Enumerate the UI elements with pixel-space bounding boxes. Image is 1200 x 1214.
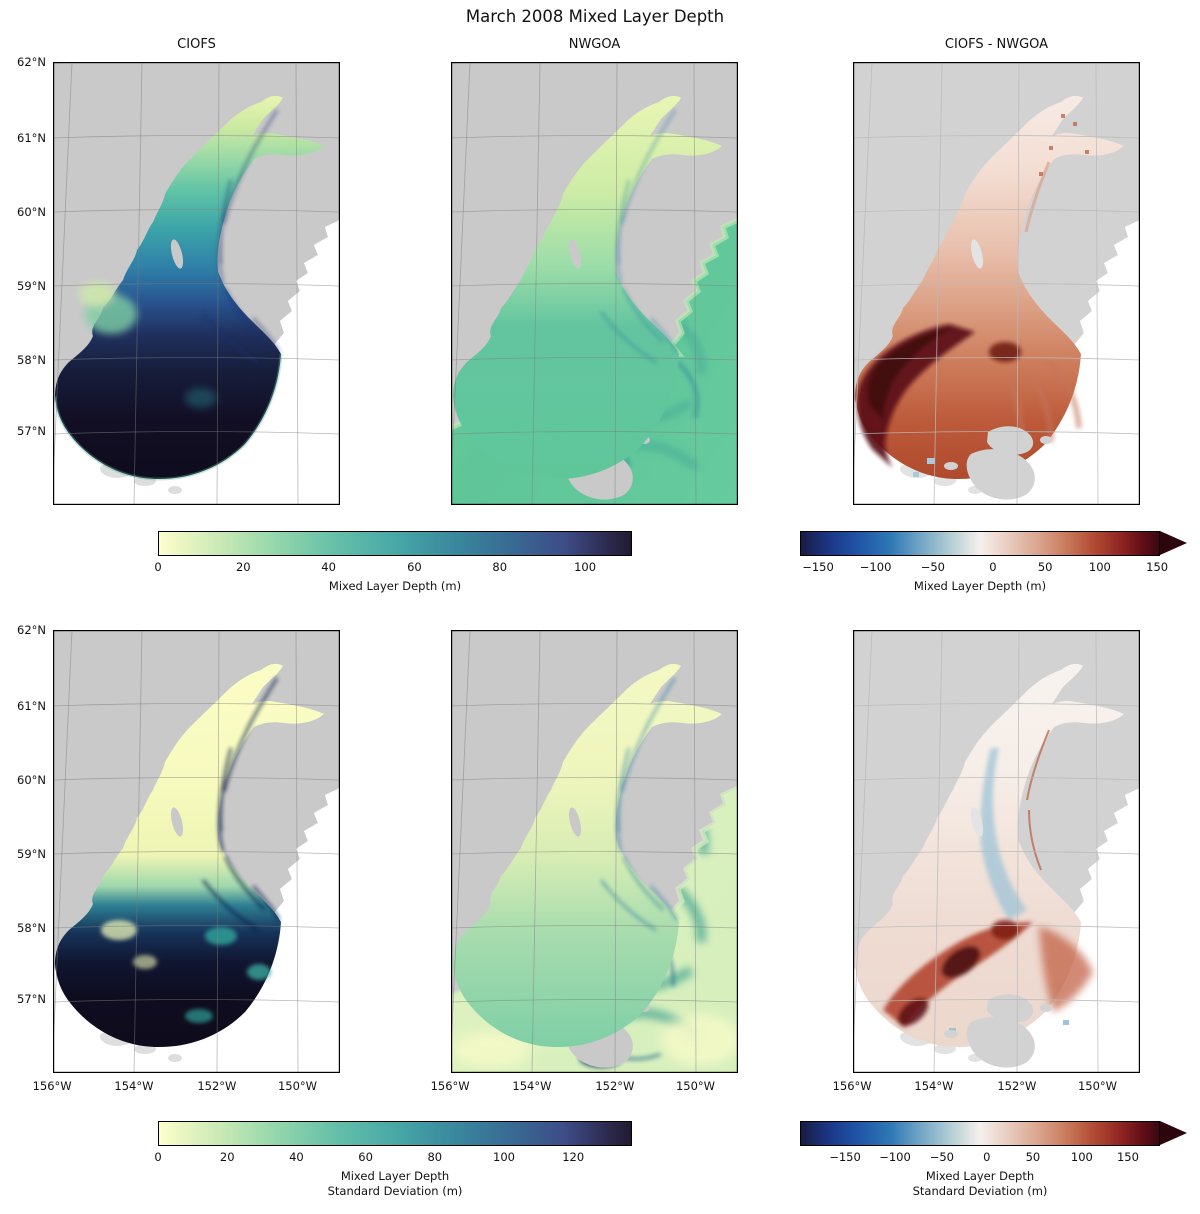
- map-ciofs-minus-nwgoa-mixed-layer-depth: [853, 62, 1140, 505]
- colorbar-tick-label: 60: [358, 1150, 373, 1164]
- map-ciofs-mld-standard-deviation: [53, 630, 340, 1073]
- latitude-tick-label: 59°N: [17, 279, 46, 294]
- longitude-tick-label: 152°W: [595, 1079, 635, 1093]
- panel-diff-std: 156°W 154°W 152°W 150°W: [833, 630, 1140, 1093]
- colorbar-tick-label: −100: [879, 1150, 911, 1164]
- colorbar-tick-label: 50: [1025, 1150, 1041, 1164]
- latitude-tick-label: 62°N: [17, 623, 46, 637]
- colorbar-extend-arrow: [1160, 1121, 1187, 1145]
- latitude-tick-label: 58°N: [17, 921, 46, 936]
- colorbar-tick-label: 20: [235, 560, 251, 574]
- panel-nwgoa-std: 156°W 154°W 152°W 150°W: [431, 630, 738, 1093]
- latitude-tick-label: 59°N: [17, 847, 46, 862]
- longitude-tick-label: 154°W: [914, 1079, 954, 1093]
- longitude-tick-label: 152°W: [197, 1079, 237, 1093]
- panel-diff-mld: [853, 62, 1140, 505]
- colorbar-mld-gradient: [158, 531, 632, 556]
- longitude-tick-label: 156°W: [832, 1079, 872, 1093]
- latitude-tick-label: 60°N: [17, 205, 46, 220]
- latitude-tick-label: 62°N: [17, 55, 46, 69]
- colorbar-std-gradient: [158, 1121, 632, 1146]
- colorbar-std-diff-label: Mixed Layer Depth Standard Deviation (m): [912, 1169, 1048, 1198]
- colorbar-std-diff: Mixed Layer Depth Standard Deviation (m)…: [800, 1121, 1187, 1198]
- map-nwgoa-mixed-layer-depth: [451, 62, 738, 505]
- colorbar-tick-label: 60: [407, 560, 422, 574]
- colorbar-tick-label: 150: [1146, 560, 1169, 574]
- longitude-tick-label: 156°W: [32, 1079, 72, 1093]
- panel-ciofs-std: 62°N 61°N 60°N 59°N 58°N 57°N 156°W 154°W 152°W 1…: [17, 623, 340, 1093]
- colorbar-tick-label: 120: [562, 1150, 585, 1164]
- panel-nwgoa-mld: [451, 62, 738, 505]
- longitude-tick-label: 150°W: [675, 1079, 716, 1093]
- colorbar-tick-label: 0: [989, 560, 997, 574]
- map-ciofs-mixed-layer-depth: [53, 62, 340, 505]
- colorbar-tick-label: −50: [920, 560, 945, 574]
- figure-title: March 2008 Mixed Layer Depth: [465, 7, 725, 26]
- colorbar-std-label: Mixed Layer Depth Standard Deviation (m): [327, 1169, 463, 1198]
- colorbar-mld-diff-label: Mixed Layer Depth (m): [913, 579, 1047, 593]
- colorbar-tick-label: −100: [859, 560, 892, 574]
- panel-title-ciofs: CIOFS: [177, 37, 216, 52]
- colorbar-tick-label: 0: [154, 560, 162, 574]
- latitude-tick-label: 61°N: [17, 131, 46, 146]
- panel-title-diff: CIOFS - NWGOA: [944, 37, 1049, 52]
- colorbar-tick-label: 100: [493, 1150, 515, 1164]
- colorbar-extend-arrow: [1160, 531, 1187, 555]
- panel-title-nwgoa: NWGOA: [568, 37, 621, 52]
- colorbar-tick-label: −50: [929, 1150, 954, 1164]
- colorbar-tick-label: 40: [321, 560, 336, 574]
- colorbar-tick-label: 0: [154, 1150, 162, 1164]
- map-ciofs-minus-nwgoa-mld-standard-deviation: [853, 630, 1140, 1073]
- colorbar-mld-diff-gradient: [800, 531, 1160, 556]
- colorbar-mld: Mixed Layer Depth (m) 0 20 40 60 80 100: [154, 531, 632, 593]
- colorbar-tick-label: 80: [492, 560, 508, 574]
- colorbar-tick-label: 50: [1037, 560, 1053, 574]
- latitude-tick-label: 60°N: [17, 773, 46, 788]
- colorbar-std: Mixed Layer Depth Standard Deviation (m)…: [154, 1121, 632, 1198]
- longitude-tick-label: 154°W: [114, 1079, 154, 1093]
- colorbar-tick-label: 0: [983, 1150, 991, 1164]
- colorbar-tick-label: −150: [829, 1150, 861, 1164]
- colorbar-tick-label: −150: [802, 560, 834, 574]
- latitude-tick-label: 58°N: [17, 353, 46, 368]
- colorbar-tick-label: 20: [219, 1150, 235, 1164]
- latitude-tick-label: 57°N: [17, 992, 46, 1007]
- longitude-tick-label: 154°W: [512, 1079, 552, 1093]
- colorbar-mld-diff: Mixed Layer Depth (m) −150 −100 −50 0 50 100 1…: [800, 531, 1187, 593]
- colorbar-tick-label: 80: [427, 1150, 443, 1164]
- colorbar-tick-label: 150: [1116, 1150, 1139, 1164]
- latitude-tick-label: 61°N: [17, 699, 46, 714]
- longitude-tick-label: 150°W: [1077, 1079, 1118, 1093]
- longitude-tick-label: 152°W: [997, 1079, 1037, 1093]
- map-nwgoa-mld-standard-deviation: [451, 630, 738, 1073]
- colorbar-tick-label: 40: [289, 1150, 304, 1164]
- colorbar-mld-label: Mixed Layer Depth (m): [328, 579, 462, 593]
- colorbar-std-diff-gradient: [800, 1121, 1160, 1146]
- longitude-tick-label: 150°W: [277, 1079, 318, 1093]
- colorbar-tick-label: 100: [574, 560, 597, 574]
- colorbar-tick-label: 100: [1070, 1150, 1093, 1164]
- panel-ciofs-mld: 62°N 61°N 60°N 59°N 58°N 57°N: [17, 55, 340, 505]
- longitude-tick-label: 156°W: [430, 1079, 470, 1093]
- colorbar-tick-label: 100: [1088, 560, 1111, 574]
- latitude-tick-label: 57°N: [17, 424, 46, 439]
